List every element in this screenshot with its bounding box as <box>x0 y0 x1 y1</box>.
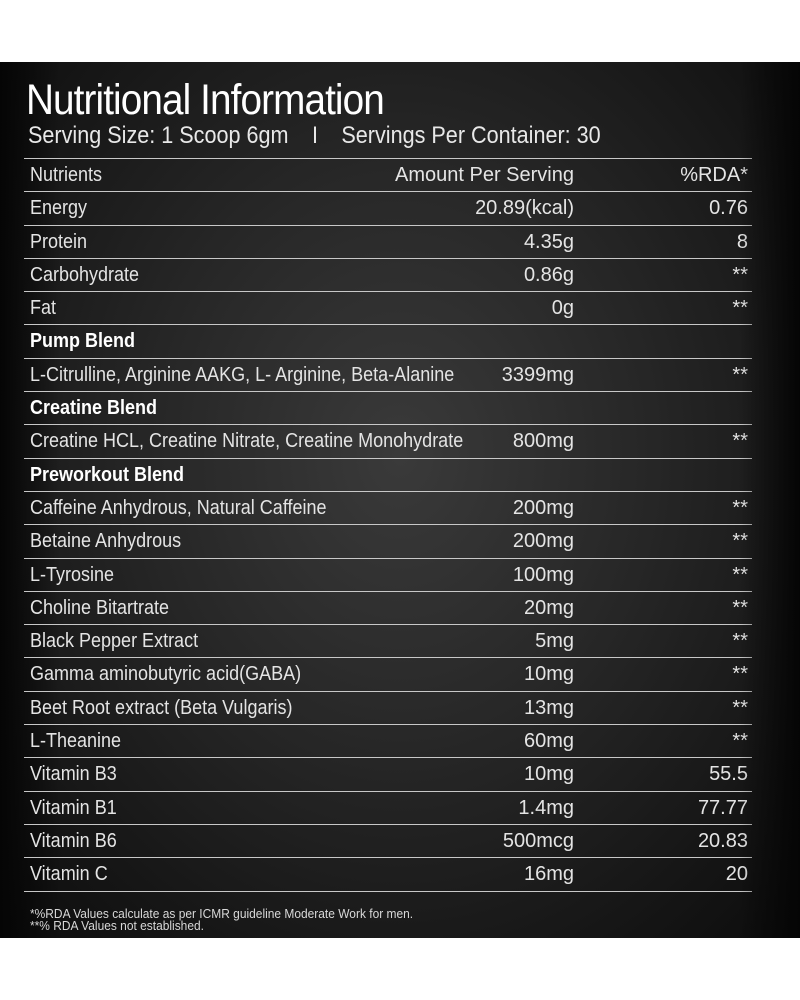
table-row: Fat 0g ** <box>24 291 752 324</box>
amount-per-serving: 0.86g <box>523 263 574 286</box>
rda-value: ** <box>732 363 748 386</box>
amount-per-serving: 10mg <box>523 763 574 786</box>
rda-value: 8 <box>736 230 748 253</box>
nutrient-name: L-Citrulline, Arginine AAKG, L- Arginine… <box>30 363 455 386</box>
rda-value: ** <box>732 696 748 719</box>
rda-value: 0.76 <box>709 197 748 220</box>
nutrient-name: Vitamin B3 <box>30 763 117 786</box>
serving-separator: I <box>311 122 318 149</box>
rda-value: ** <box>732 596 748 619</box>
blend-heading-row: Pump Blend <box>24 324 752 357</box>
amount-per-serving: 0g <box>551 297 574 320</box>
amount-per-serving: 800mg <box>512 430 574 453</box>
nutrient-name: Protein <box>30 230 88 253</box>
amount-per-serving: 20mg <box>523 596 574 619</box>
rda-value: ** <box>732 263 748 286</box>
nutrient-name: Energy <box>30 197 88 220</box>
nutrition-table: Nutrients Amount Per Serving %RDA* Energ… <box>24 158 752 892</box>
amount-per-serving: 4.35g <box>523 230 574 253</box>
footnote-2: **% RDA Values not established. <box>30 918 204 933</box>
rda-value: ** <box>732 563 748 586</box>
nutrient-name: Fat <box>30 297 57 320</box>
rda-value: 77.77 <box>697 796 748 819</box>
amount-per-serving: 16mg <box>523 863 574 886</box>
nutrient-name: Vitamin B6 <box>30 829 117 852</box>
table-row: Vitamin B1 1.4mg 77.77 <box>24 790 752 824</box>
nutrient-name: Gamma aminobutyric acid(GABA) <box>30 663 302 686</box>
table-row: Caffeine Anhydrous, Natural Caffeine 200m… <box>24 490 752 524</box>
header-amount: Amount Per Serving <box>395 164 574 186</box>
nutrient-name: Creatine Blend <box>30 397 158 420</box>
table-row: Vitamin C 16mg 20 <box>24 857 752 892</box>
serving-size: Serving Size: 1 Scoop 6gm <box>28 122 289 149</box>
amount-per-serving: 200mg <box>512 496 574 519</box>
servings-per-container: Servings Per Container: 30 <box>341 122 601 149</box>
rda-value: ** <box>732 730 748 753</box>
table-row: Vitamin B6 500mcg 20.83 <box>24 823 752 857</box>
nutrient-name: Pump Blend <box>30 330 136 353</box>
nutrient-name: Vitamin B1 <box>30 796 117 819</box>
table-row: L-Citrulline, Arginine AAKG, L- Arginine… <box>24 357 752 391</box>
table-row: Vitamin B3 10mg 55.5 <box>24 757 752 790</box>
rda-value: ** <box>732 297 748 320</box>
amount-per-serving: 60mg <box>523 730 574 753</box>
rda-value: ** <box>732 496 748 519</box>
rda-value: 20 <box>725 863 748 886</box>
rda-value: ** <box>732 663 748 686</box>
table-row: Protein 4.35g 8 <box>24 224 752 258</box>
nutrient-name: Vitamin C <box>30 863 108 886</box>
header-rda: %RDA* <box>680 164 748 186</box>
nutrient-name: Caffeine Anhydrous, Natural Caffeine <box>30 496 327 519</box>
amount-per-serving: 200mg <box>512 530 574 553</box>
table-row: Creatine HCL, Creatine Nitrate, Creatine… <box>24 424 752 457</box>
header-nutrients: Nutrients <box>30 164 103 186</box>
rda-value: ** <box>732 430 748 453</box>
serving-info: Serving Size: 1 Scoop 6gm I Servings Per C… <box>28 122 601 150</box>
nutrient-name: Betaine Anhydrous <box>30 530 182 553</box>
amount-per-serving: 100mg <box>512 563 574 586</box>
nutrient-name: Carbohydrate <box>30 263 140 286</box>
footnotes: *%RDA Values calculate as per ICMR guide… <box>30 906 414 933</box>
amount-per-serving: 10mg <box>523 663 574 686</box>
table-row: Gamma aminobutyric acid(GABA) 10mg ** <box>24 657 752 690</box>
nutrient-name: L-Theanine <box>30 730 122 753</box>
nutrient-name: Creatine HCL, Creatine Nitrate, Creatine… <box>30 430 464 453</box>
table-header-row: Nutrients Amount Per Serving %RDA* <box>24 158 752 191</box>
table-row: Beet Root extract (Beta Vulgaris) 13mg ** <box>24 690 752 724</box>
amount-per-serving: 500mcg <box>502 829 574 852</box>
rda-value: 20.83 <box>697 829 748 852</box>
table-row: L-Tyrosine 100mg ** <box>24 557 752 591</box>
rda-value: ** <box>732 630 748 653</box>
label-title: Nutritional Information <box>26 76 385 124</box>
table-row: Betaine Anhydrous 200mg ** <box>24 524 752 557</box>
amount-per-serving: 20.89(kcal) <box>475 197 574 220</box>
nutrient-name: L-Tyrosine <box>30 563 115 586</box>
amount-per-serving: 3399mg <box>501 363 574 386</box>
table-row: Carbohydrate 0.86g ** <box>24 257 752 291</box>
rda-value: ** <box>732 530 748 553</box>
blend-heading-row: Preworkout Blend <box>24 457 752 491</box>
amount-per-serving: 13mg <box>523 696 574 719</box>
nutrient-name: Black Pepper Extract <box>30 630 199 653</box>
footnote-1: *%RDA Values calculate as per ICMR guide… <box>30 906 414 921</box>
nutrition-label-panel: Nutritional Information Serving Size: 1 … <box>0 62 800 938</box>
nutrient-name: Choline Bitartrate <box>30 596 170 619</box>
amount-per-serving: 5mg <box>535 630 574 653</box>
rda-value: 55.5 <box>709 763 748 786</box>
table-row: Energy 20.89(kcal) 0.76 <box>24 191 752 224</box>
amount-per-serving: 1.4mg <box>518 796 574 819</box>
blend-heading-row: Creatine Blend <box>24 391 752 424</box>
table-row: L-Theanine 60mg ** <box>24 724 752 757</box>
table-row: Black Pepper Extract 5mg ** <box>24 624 752 657</box>
nutrient-name: Preworkout Blend <box>30 463 185 486</box>
table-row: Choline Bitartrate 20mg ** <box>24 590 752 624</box>
nutrient-name: Beet Root extract (Beta Vulgaris) <box>30 696 293 719</box>
